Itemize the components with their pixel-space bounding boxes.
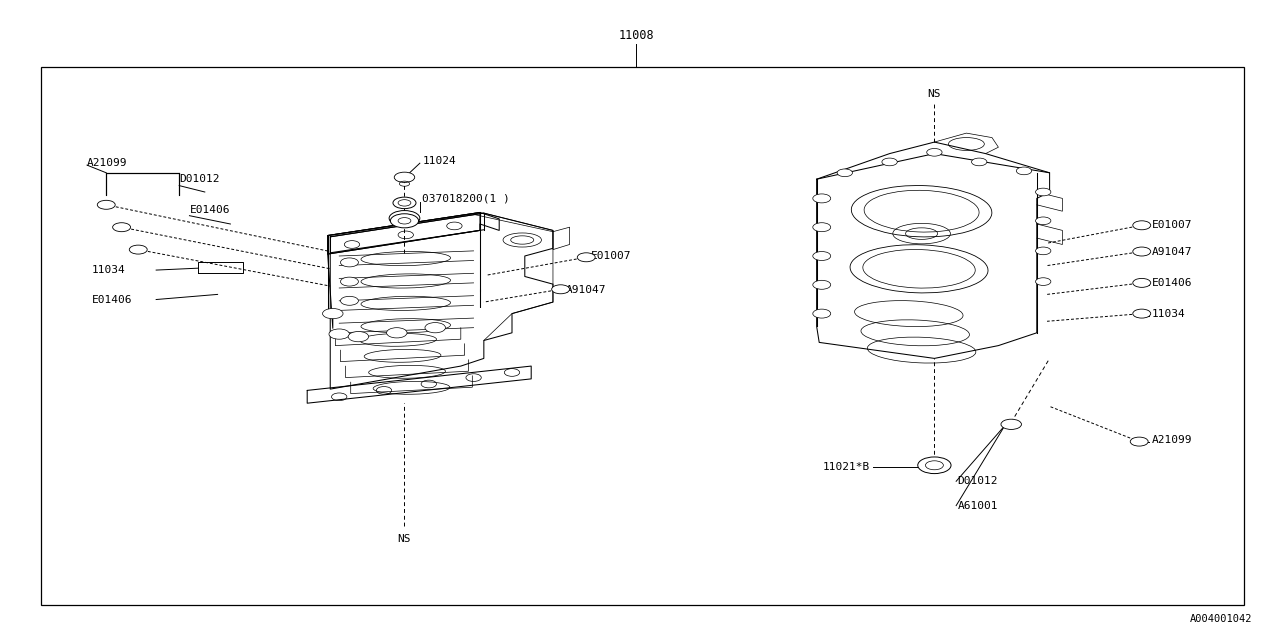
Circle shape	[813, 194, 831, 203]
Circle shape	[340, 277, 358, 286]
Bar	[41, 67, 1244, 605]
Circle shape	[1001, 419, 1021, 429]
Circle shape	[1036, 188, 1051, 196]
Circle shape	[1133, 221, 1151, 230]
Text: 037018200(1 ): 037018200(1 )	[422, 193, 511, 204]
Circle shape	[340, 296, 358, 305]
Circle shape	[813, 280, 831, 289]
Circle shape	[389, 211, 420, 226]
Circle shape	[813, 252, 831, 260]
Text: D01012: D01012	[179, 174, 220, 184]
Circle shape	[129, 245, 147, 254]
Circle shape	[552, 285, 570, 294]
Circle shape	[972, 158, 987, 166]
Text: E01007: E01007	[591, 251, 632, 261]
Circle shape	[927, 148, 942, 156]
Circle shape	[393, 197, 416, 209]
Circle shape	[1133, 309, 1151, 318]
Text: A004001042: A004001042	[1189, 614, 1252, 624]
Text: NS: NS	[928, 89, 941, 99]
Circle shape	[918, 457, 951, 474]
Text: E01406: E01406	[92, 294, 133, 305]
Text: NS: NS	[398, 534, 411, 545]
Text: E01007: E01007	[1152, 220, 1193, 230]
Circle shape	[837, 169, 852, 177]
Circle shape	[387, 328, 407, 338]
Text: E01406: E01406	[189, 205, 230, 215]
Circle shape	[577, 253, 595, 262]
Circle shape	[1036, 217, 1051, 225]
Circle shape	[323, 308, 343, 319]
Circle shape	[813, 223, 831, 232]
Circle shape	[813, 309, 831, 318]
Text: 11021*B: 11021*B	[823, 462, 870, 472]
Text: A91047: A91047	[1152, 246, 1193, 257]
Text: A21099: A21099	[1152, 435, 1193, 445]
Text: 11034: 11034	[92, 265, 125, 275]
Text: E01406: E01406	[1152, 278, 1193, 288]
Circle shape	[425, 323, 445, 333]
Circle shape	[329, 329, 349, 339]
Circle shape	[113, 223, 131, 232]
Circle shape	[1016, 167, 1032, 175]
Circle shape	[1133, 247, 1151, 256]
Circle shape	[1130, 437, 1148, 446]
Circle shape	[1133, 278, 1151, 287]
Circle shape	[1036, 278, 1051, 285]
Circle shape	[348, 332, 369, 342]
Circle shape	[340, 258, 358, 267]
Circle shape	[882, 158, 897, 166]
Text: D01012: D01012	[957, 476, 998, 486]
Circle shape	[394, 172, 415, 182]
Circle shape	[97, 200, 115, 209]
Circle shape	[1036, 247, 1051, 255]
Text: 11024: 11024	[422, 156, 456, 166]
Text: A91047: A91047	[566, 285, 607, 295]
Text: 11008: 11008	[618, 29, 654, 42]
Text: A21099: A21099	[87, 158, 128, 168]
Text: 11034: 11034	[1152, 308, 1185, 319]
Circle shape	[390, 214, 419, 228]
Text: A61001: A61001	[957, 500, 998, 511]
